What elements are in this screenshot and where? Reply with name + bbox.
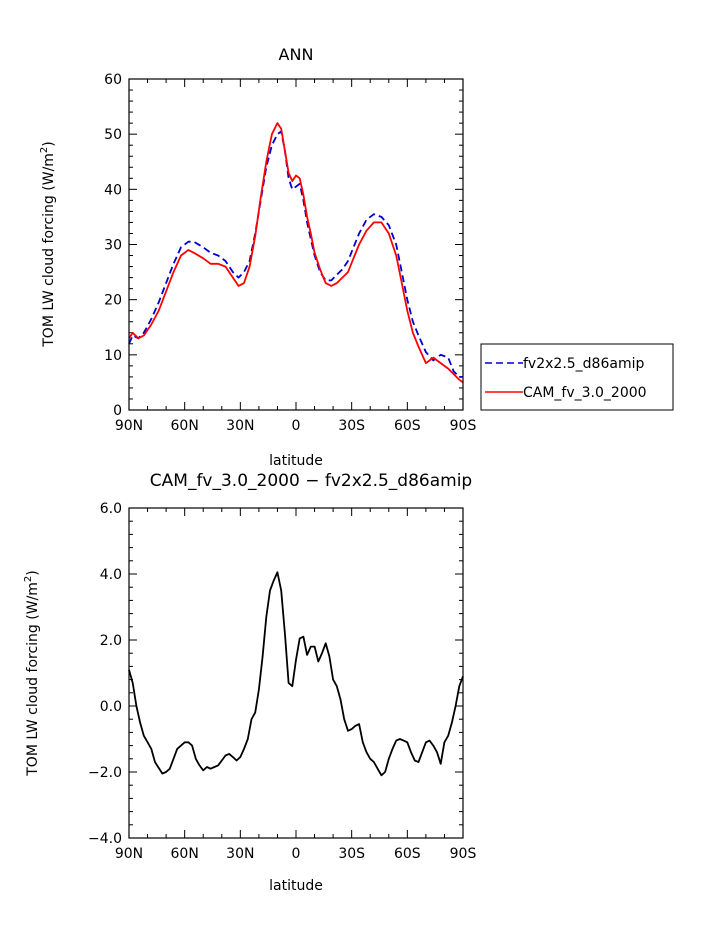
top-x-tick-label: 90S: [450, 418, 477, 434]
bottom-x-tick-label: 90S: [450, 846, 477, 862]
top-x-tick-label: 60S: [394, 418, 421, 434]
bottom-y-tick-label: −2.0: [88, 765, 122, 781]
legend-label-cam: CAM_fv_3.0_2000: [523, 385, 647, 401]
top-x-tick-label: 30S: [338, 418, 365, 434]
top-plot-area: 90N 60N 30N 0 30S 60S 90S 0 10 20 30 40 50 60: [104, 72, 476, 434]
top-x-axis-label: latitude: [269, 453, 323, 469]
bottom-chart-title: CAM_fv_3.0_2000 − fv2x2.5_d86amip: [150, 471, 472, 491]
top-x-tick-label: 30N: [226, 418, 254, 434]
top-series-CAM-fv-3-0-2000: [128, 122, 464, 384]
top-y-axis-label: TOM LW cloud forcing (W/m2): [39, 141, 57, 348]
top-chart-panel: ANN 90N 60N 30N 0 30S 60S 90S 0 10 20 30 40 50 60 lat…: [39, 45, 674, 469]
top-y-axis-label-sup: 2: [39, 147, 50, 153]
bottom-series-difference: [128, 571, 464, 777]
top-y-axis-label-close: ): [41, 141, 57, 146]
bottom-y-axis-label-main: TOM LW cloud forcing (W/m: [25, 582, 41, 777]
top-y-tick-label: 30: [104, 238, 122, 254]
bottom-y-axis-label: TOM LW cloud forcing (W/m2): [23, 570, 41, 777]
top-y-tick-label: 60: [104, 72, 122, 88]
bottom-plot-frame: [128, 507, 464, 839]
bottom-y-tick-label: 2.0: [100, 633, 122, 649]
bottom-y-tick-label: 6.0: [100, 501, 122, 517]
bottom-y-axis-label-close: ): [25, 570, 41, 575]
bottom-x-tick-label: 30N: [226, 846, 254, 862]
top-plot-frame: [128, 78, 464, 411]
bottom-chart-panel: CAM_fv_3.0_2000 − fv2x2.5_d86amip 90N 60N…: [23, 471, 476, 894]
top-y-axis-label-main: TOM LW cloud forcing (W/m: [41, 153, 57, 348]
bottom-y-tick-label: −4.0: [88, 831, 122, 847]
bottom-x-tick-label: 0: [292, 846, 301, 862]
legend: fv2x2.5_d86amip CAM_fv_3.0_2000: [480, 343, 674, 411]
top-series-fv2x2-5-d86amip: [128, 130, 463, 378]
top-chart-title: ANN: [279, 45, 314, 64]
top-x-tick-label: 90N: [115, 418, 143, 434]
bottom-x-tick-label: 90N: [115, 846, 143, 862]
top-y-tick-label: 0: [113, 403, 122, 419]
legend-label-fv2x2.5: fv2x2.5_d86amip: [523, 356, 644, 372]
bottom-x-tick-label: 60S: [394, 846, 421, 862]
top-y-tick-label: 50: [104, 127, 122, 143]
bottom-y-axis-label-sup: 2: [23, 576, 34, 582]
top-y-tick-label: 20: [104, 293, 122, 309]
top-y-tick-label: 10: [104, 348, 122, 364]
bottom-y-tick-label: 0.0: [100, 699, 122, 715]
bottom-x-axis-label: latitude: [269, 878, 323, 894]
bottom-x-tick-label: 60N: [171, 846, 199, 862]
bottom-x-tick-label: 30S: [338, 846, 365, 862]
top-x-tick-label: 0: [292, 418, 301, 434]
bottom-plot-area: 90N 60N 30N 0 30S 60S 90S −4.0 −2.0 0.0 2.0 4.0 6.0: [88, 501, 476, 862]
legend-box: [480, 343, 674, 411]
top-y-tick-label: 40: [104, 182, 122, 198]
top-x-tick-label: 60N: [171, 418, 199, 434]
bottom-y-tick-label: 4.0: [100, 567, 122, 583]
